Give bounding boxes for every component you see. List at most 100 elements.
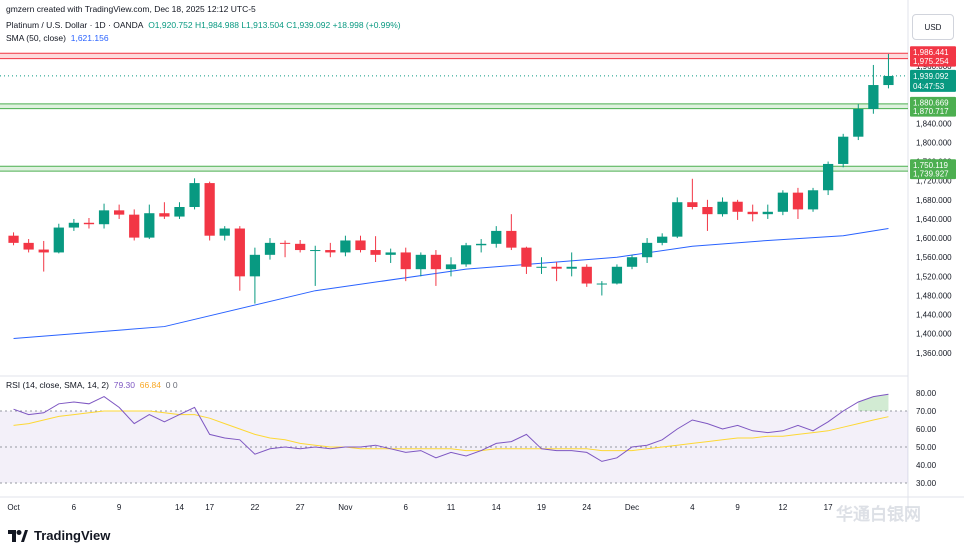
candle-body xyxy=(279,242,291,244)
candle-body xyxy=(370,250,381,255)
time-tick-label: 22 xyxy=(250,503,259,512)
ohlc-low: L1,913.504 xyxy=(241,20,284,30)
candle-body xyxy=(792,192,804,210)
candle-body xyxy=(611,266,623,284)
candle-body xyxy=(174,207,185,217)
symbol-name[interactable]: Platinum / U.S. Dollar · 1D · OANDA xyxy=(6,20,144,30)
time-tick-label: 4 xyxy=(690,503,695,512)
candle-body xyxy=(385,252,396,255)
rsi-label: RSI (14, close, SMA, 14, 2) xyxy=(6,380,109,390)
candle-body xyxy=(249,254,261,277)
candle-body xyxy=(838,136,849,164)
tradingview-logo-icon xyxy=(8,529,28,542)
rsi-tick-label: 70.00 xyxy=(916,407,937,416)
time-tick-label: Dec xyxy=(625,503,639,512)
candle-body xyxy=(159,213,170,217)
candle-body xyxy=(868,85,879,109)
candle-body xyxy=(732,201,743,212)
watermark-text: 华通白银网 xyxy=(836,505,921,524)
tradingview-branding[interactable]: TradingView xyxy=(8,528,110,543)
candle-body xyxy=(8,235,19,243)
candle-body xyxy=(702,207,713,215)
candle-body xyxy=(596,283,607,285)
ohlc-change: +18.998 (+0.99%) xyxy=(332,20,401,30)
rsi-tick-label: 50.00 xyxy=(916,443,937,452)
candle-body xyxy=(355,240,366,251)
rsi-legend[interactable]: RSI (14, close, SMA, 14, 2) 79.30 66.84 … xyxy=(6,380,178,390)
candle-body xyxy=(53,227,64,253)
rsi-tick-label: 60.00 xyxy=(916,425,937,434)
candle-body xyxy=(626,257,638,267)
candle-body xyxy=(325,250,336,253)
zone-price-label: 1,975.254 xyxy=(913,57,949,66)
sma-line xyxy=(13,228,889,340)
currency-button[interactable]: USD xyxy=(912,14,954,40)
candle-body xyxy=(430,254,442,270)
rsi-overbought-fill xyxy=(858,394,889,411)
zone-price-tag xyxy=(910,55,956,67)
candle-body xyxy=(23,242,34,250)
sma-legend[interactable]: SMA (50, close) 1,621.156 xyxy=(6,33,109,43)
last-price-label: 1,939.092 xyxy=(913,72,949,81)
zone-price-tag xyxy=(910,159,956,171)
candle-body xyxy=(717,201,728,215)
candle-body xyxy=(883,75,894,86)
zone-price-label: 1,739.927 xyxy=(913,170,949,179)
zone-price-tag xyxy=(910,168,956,180)
candle-body xyxy=(189,183,200,207)
time-tick-label: 24 xyxy=(582,503,591,512)
candle-body xyxy=(264,242,276,255)
candle-body xyxy=(521,247,532,267)
ohlc-legend: Platinum / U.S. Dollar · 1D · OANDA O1,9… xyxy=(6,20,401,30)
candle-body xyxy=(747,211,758,215)
rsi-sma-line xyxy=(13,410,889,452)
candle-body xyxy=(445,264,457,270)
zone-price-tag xyxy=(910,46,956,58)
candle-body xyxy=(310,250,321,252)
candle-body xyxy=(762,211,773,215)
time-tick-label: 6 xyxy=(72,503,77,512)
ohlc-close: C1,939.092 xyxy=(286,20,331,30)
candle-body xyxy=(83,222,95,225)
candle-body xyxy=(657,236,668,243)
countdown-label: 04:47:53 xyxy=(913,82,945,91)
creator-line: gmzern created with TradingView.com, Dec… xyxy=(6,4,256,14)
candle-body xyxy=(98,210,110,225)
price-tick-label: 1,480.000 xyxy=(916,291,952,300)
candle-body xyxy=(807,190,819,210)
candle-body xyxy=(853,108,864,137)
candle-body xyxy=(476,243,487,246)
candle-body xyxy=(340,240,351,253)
price-tick-label: 1,360.000 xyxy=(916,349,952,358)
zone-band xyxy=(0,53,908,59)
candle-body xyxy=(129,214,140,238)
zone-price-label: 1,986.441 xyxy=(913,48,949,57)
price-tick-label: 1,720.000 xyxy=(916,177,952,186)
rsi-line xyxy=(13,393,889,462)
time-tick-label: 6 xyxy=(404,503,409,512)
rsi-extra: 0 0 xyxy=(165,380,178,390)
rsi-sma-value: 66.84 xyxy=(139,380,162,390)
candle-body xyxy=(672,202,683,237)
ohlc-open: O1,920.752 xyxy=(148,20,193,30)
price-tick-label: 1,560.000 xyxy=(916,253,952,262)
rsi-tick-label: 80.00 xyxy=(916,389,937,398)
time-tick-label: 12 xyxy=(778,503,787,512)
ohlc-high: H1,984.988 xyxy=(195,20,239,30)
last-price-tag xyxy=(910,69,956,92)
candle-body xyxy=(234,228,245,277)
candle-body xyxy=(460,245,472,265)
time-tick-label: 14 xyxy=(492,503,501,512)
candle-body xyxy=(581,266,592,284)
candle-body xyxy=(641,242,653,258)
candle-body xyxy=(687,202,698,207)
time-tick-label: 14 xyxy=(175,503,184,512)
zone-price-label: 1,870.717 xyxy=(913,107,949,116)
candle-body xyxy=(38,249,49,253)
candle-body xyxy=(144,213,155,238)
rsi-tick-label: 30.00 xyxy=(916,479,937,488)
time-tick-label: 9 xyxy=(735,503,740,512)
sma-label: SMA (50, close) xyxy=(6,33,66,43)
price-tick-label: 1,440.000 xyxy=(916,311,952,320)
